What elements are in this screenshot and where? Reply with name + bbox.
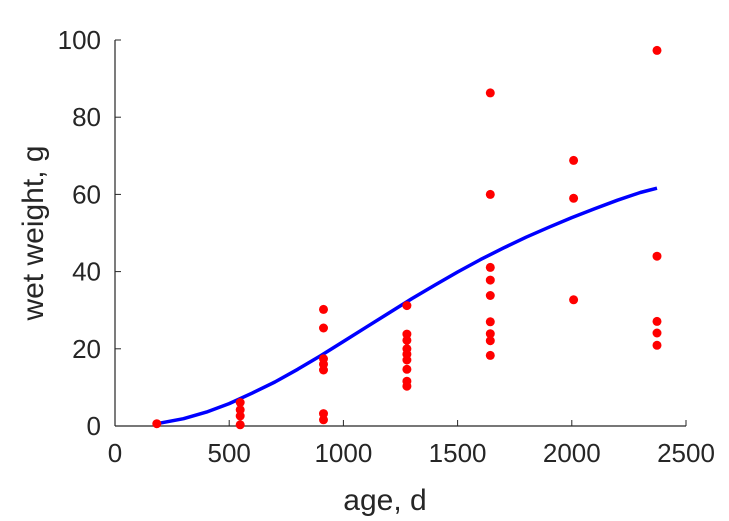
y-tick-label: 60 [72,179,101,209]
data-point [652,328,662,338]
data-point [402,344,412,354]
fit-curve [156,186,658,426]
data-point [485,317,495,327]
data-point [402,376,412,386]
data-point [402,329,412,339]
data-point [485,275,495,285]
x-ticks: 0 500 1000 1500 2000 2500 [108,420,715,468]
y-tick-label: 0 [87,411,101,441]
data-point [319,354,328,364]
data-point [235,405,245,415]
y-tick-label: 80 [72,102,101,132]
x-tick-label: 2000 [543,438,601,468]
data-point [402,335,412,345]
series-layer [152,45,662,430]
data-point [485,350,495,360]
data-point [569,193,579,203]
data-point [319,323,328,333]
x-tick-label: 0 [108,438,122,468]
data-point [485,291,495,300]
data-point [402,364,412,374]
data-point [235,411,245,421]
y-axis-label: wet weight, g [17,145,50,321]
data-point [319,304,328,314]
data-point [569,155,579,165]
data-point [652,251,662,261]
data-point [652,45,662,55]
y-tick-label: 20 [72,334,101,364]
x-tick-label: 1000 [314,438,372,468]
data-point [485,189,495,199]
y-ticks: 0 20 40 60 80 100 [58,25,121,441]
data-point [652,316,662,326]
x-tick-label: 500 [208,438,251,468]
plot-area: 0 500 1000 1500 2000 2500 0 20 40 60 80 100 [58,25,715,468]
data-point [152,419,162,429]
y-tick-label: 100 [58,25,101,55]
data-point [485,329,495,339]
data-point [319,415,328,425]
data-point [319,409,328,419]
data-point [485,262,495,272]
y-tick-label: 40 [72,257,101,287]
data-point [485,336,495,346]
x-axis-label: age, d [343,484,426,517]
data-point [235,398,245,407]
x-tick-label: 1500 [429,438,487,468]
data-point [652,340,662,350]
data-point [235,420,245,430]
data-point [402,301,412,311]
data-point [569,295,579,305]
data-point [485,88,495,98]
x-tick-label: 2500 [657,438,715,468]
